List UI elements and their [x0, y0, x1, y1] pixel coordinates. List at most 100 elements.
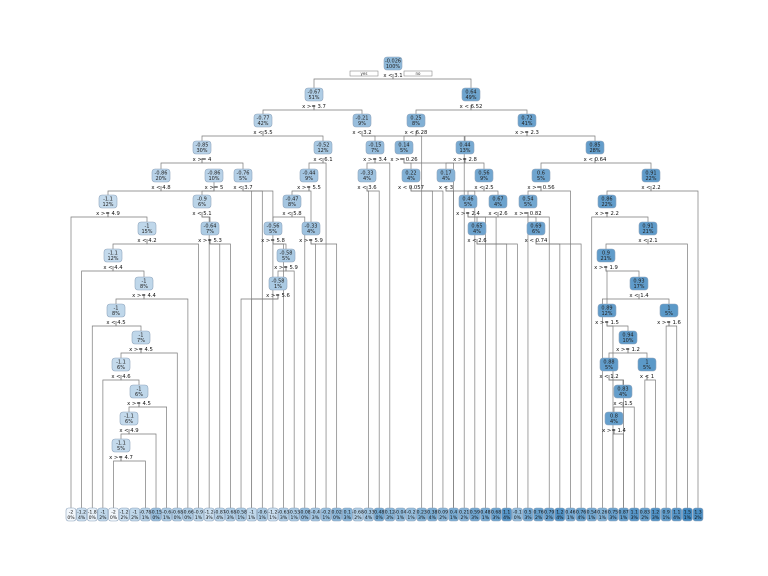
leaf-percent: 4%	[556, 515, 564, 521]
node-n32: -1.112% x >= 4.9	[96, 194, 120, 217]
leaf-node: 1.13%	[628, 507, 640, 522]
node-value: -1.1	[116, 360, 126, 366]
edge-n42-left	[476, 239, 508, 508]
edge-n66-left	[644, 375, 648, 508]
node-box	[637, 357, 657, 372]
leaf-node: -0.43%	[310, 507, 321, 522]
node-box	[276, 248, 296, 263]
node-box	[604, 411, 624, 426]
leaf-node: -0.633%	[278, 507, 290, 522]
node-percent: 12%	[107, 256, 118, 262]
node-n33: -0.96% x < 5.1	[192, 194, 212, 217]
leaf-value: -0.2	[407, 510, 416, 516]
edge-n44-left	[535, 239, 561, 508]
split-label: x >= 5.6	[266, 293, 290, 299]
leaf-node: 0.261%	[597, 507, 608, 522]
leaf-node: -0.680%	[171, 507, 183, 522]
leaf-percent: 2%	[694, 515, 702, 521]
node-value: 0.72	[521, 116, 532, 122]
leaf-percent: 4%	[365, 515, 373, 521]
node-box	[134, 276, 154, 291]
split-label: x < 4.8	[151, 185, 171, 191]
leaf-box	[182, 507, 194, 522]
leaf-node: -12%	[97, 507, 109, 522]
split-label: x < 5.5	[253, 130, 272, 136]
leaf-box	[650, 507, 661, 522]
leaf-percent: 3%	[418, 515, 426, 521]
node-value: -0.56	[267, 224, 280, 230]
node-box	[458, 194, 478, 209]
edge-n37-right	[310, 239, 338, 508]
leaf-value: 0.87	[618, 510, 628, 516]
node-box	[618, 330, 638, 345]
leaf-node: 0.384%	[427, 507, 438, 522]
leaf-box	[395, 507, 406, 522]
leaf-value: 0.9	[662, 510, 669, 516]
leaf-node: -1.24%	[76, 507, 87, 522]
leaf-percent: 3%	[227, 515, 235, 521]
leaf-node: 0.762%	[533, 507, 544, 522]
split-label: x >= 1.5	[595, 320, 619, 326]
node-percent: 6%	[532, 229, 540, 235]
leaf-node: 0.753%	[607, 507, 619, 522]
leaf-value: -0.66	[182, 510, 194, 516]
leaf-value: -2	[69, 510, 74, 516]
leaf-percent: 4%	[216, 515, 224, 521]
leaf-value: 0.23	[417, 510, 427, 516]
edge-n55-right	[120, 456, 146, 508]
node-value: -1	[137, 387, 142, 393]
leaf-value: -1.2	[268, 510, 277, 516]
node-percent: 5%	[605, 365, 613, 371]
leaf-node: 0.792%	[543, 507, 555, 522]
node-value: 0.17	[440, 171, 451, 177]
leaf-percent: 0%	[184, 515, 192, 521]
node-percent: 4%	[610, 419, 618, 425]
leaf-box	[65, 507, 77, 522]
node-percent: 8%	[140, 284, 148, 290]
edge-n30-right	[540, 186, 571, 508]
node-box	[253, 113, 273, 128]
node-box	[406, 113, 426, 128]
node-value: -0.64	[204, 224, 217, 230]
leaf-value: -1	[132, 510, 137, 516]
leaf-value: -1.2	[77, 510, 86, 516]
leaf-node: 0.764%	[575, 507, 587, 522]
split-label: x < 1.2	[599, 374, 618, 380]
edge-n8-right	[201, 158, 244, 169]
edge-n43-left	[527, 212, 550, 508]
leaf-node: 0.53%	[522, 507, 534, 522]
leaf-node: 0.832%	[639, 507, 651, 522]
edge-n42-right	[476, 239, 518, 508]
node-percent: 28%	[589, 148, 600, 154]
leaf-value: 1.2	[652, 510, 659, 516]
leaf-box	[86, 507, 98, 522]
node-box	[204, 168, 224, 183]
leaf-box	[490, 507, 502, 522]
leaf-node: -0.683%	[224, 507, 236, 522]
node-n67: 0.834% x < 1.5	[613, 384, 633, 407]
split-label: x >= 0.82	[514, 211, 541, 217]
edge-n48-left	[81, 266, 114, 508]
node-value: -1.1	[116, 441, 126, 447]
leaf-node: 0.871%	[618, 507, 629, 522]
edge-n31-right	[650, 186, 699, 508]
edge-n3-right	[470, 105, 528, 114]
edge-root-right	[392, 74, 472, 88]
node-value: 0.65	[471, 224, 482, 230]
node-percent: 6%	[135, 392, 143, 398]
edge-n38-right	[285, 266, 295, 508]
node-value: 0.94	[622, 333, 633, 339]
leaf-node: 1.14%	[671, 507, 683, 522]
node-box	[518, 194, 538, 209]
leaf-box	[214, 507, 226, 522]
leaf-value: -0.68	[171, 510, 183, 516]
split-label: x >= 4	[193, 157, 212, 163]
node-box	[638, 221, 658, 236]
leaf-box	[607, 507, 619, 522]
node-n34: -0.478% x < 5.8	[282, 194, 302, 217]
split-label: x < 4.5	[106, 320, 125, 326]
leaf-node: -0.874%	[214, 507, 226, 522]
